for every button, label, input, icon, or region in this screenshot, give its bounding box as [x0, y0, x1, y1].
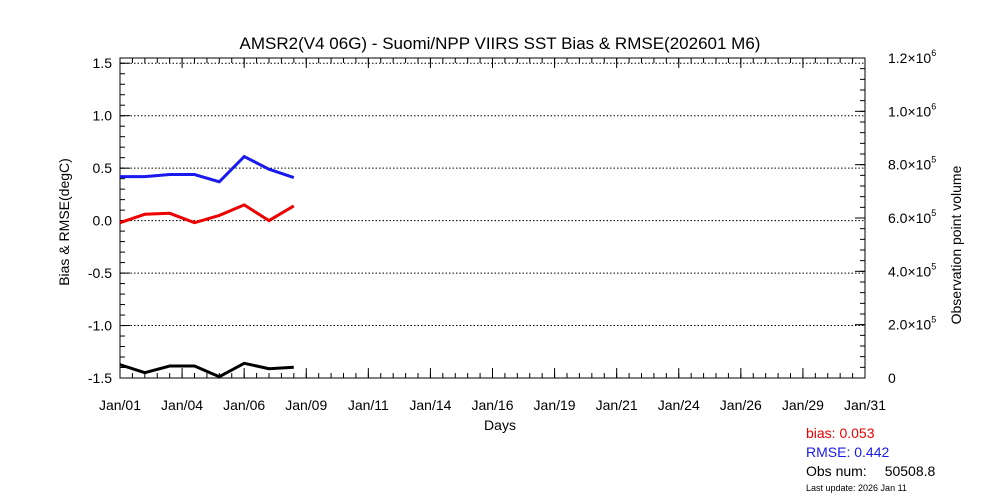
bias-stat: bias: 0.053	[806, 425, 875, 441]
x-axis-label: Days	[484, 417, 516, 433]
rmse-stat: RMSE: 0.442	[806, 444, 890, 460]
y2-tick-label: 1.0×106	[888, 101, 936, 119]
y2-tick-exponent: 6	[931, 48, 936, 58]
y-tick-label: 0.5	[93, 160, 113, 176]
y2-tick-exponent: 5	[931, 155, 936, 165]
grid-lines	[120, 62, 865, 327]
obs-value: 50508.8	[884, 463, 936, 479]
stats-panel: bias: 0.053 RMSE: 0.442 Obs num: 50508.8 …	[806, 424, 996, 494]
x-tick-label: Jan/26	[720, 397, 762, 413]
y-tick-label: -0.5	[88, 265, 112, 281]
x-tick-label: Jan/11	[348, 397, 389, 413]
x-tick-label: Jan/14	[409, 397, 451, 413]
series-line-0	[120, 154, 295, 184]
y2-tick-exponent: 5	[931, 208, 936, 218]
y2-tick-label: 8.0×105	[888, 155, 936, 173]
x-tick-label: Jan/21	[596, 397, 638, 413]
chart-title: AMSR2(V4 06G) - Suomi/NPP VIIRS SST Bias…	[240, 34, 761, 53]
x-tick-label: Jan/06	[223, 397, 265, 413]
axis-ticks	[119, 57, 866, 379]
x-tick-label: Jan/29	[782, 397, 824, 413]
y2-tick-label: 1.2×106	[888, 48, 936, 66]
x-tick-label: Jan/31	[844, 397, 886, 413]
obs-stat: Obs num: 50508.8	[806, 462, 996, 481]
series-layer	[119, 154, 295, 379]
y-tick-label: 1.0	[93, 108, 113, 124]
y2-tick-exponent: 5	[931, 315, 936, 325]
last-update: Last update: 2026 Jan 11	[806, 483, 907, 493]
x-tick-label: Jan/19	[534, 397, 576, 413]
tick-labels: 1.5 1.0 0.5 0.0 -0.5 -1.0 -1.5 1.2×106 1.0×106 8.…	[88, 48, 936, 413]
y-tick-label: 0.0	[93, 213, 113, 229]
series-line-1	[119, 203, 295, 225]
y-axis-label: Bias & RMSE(degC)	[56, 158, 72, 286]
x-tick-label: Jan/24	[658, 397, 700, 413]
y-tick-label: -1.0	[88, 318, 112, 334]
series-line-2	[119, 361, 294, 379]
x-tick-label: Jan/09	[285, 397, 327, 413]
y2-tick-label: 2.0×105	[888, 315, 936, 333]
y2-tick-exponent: 5	[931, 261, 936, 271]
y-tick-label: -1.5	[88, 370, 112, 386]
plot-frame	[119, 57, 866, 379]
y2-tick-label: 6.0×105	[888, 208, 936, 226]
y2-tick-exponent: 6	[931, 101, 936, 111]
y2-tick-label: 0	[888, 370, 896, 386]
y2-tick-label: 4.0×105	[888, 261, 936, 279]
y-tick-label: 1.5	[93, 55, 113, 71]
x-tick-label: Jan/16	[471, 397, 513, 413]
y2-axis-label: Observation point volume	[948, 165, 964, 324]
x-tick-label: Jan/04	[161, 397, 203, 413]
obs-label: Obs num:	[806, 463, 867, 479]
x-tick-label: Jan/01	[99, 397, 141, 413]
